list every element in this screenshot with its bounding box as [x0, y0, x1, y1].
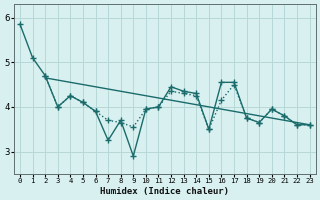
X-axis label: Humidex (Indice chaleur): Humidex (Indice chaleur)	[100, 187, 229, 196]
